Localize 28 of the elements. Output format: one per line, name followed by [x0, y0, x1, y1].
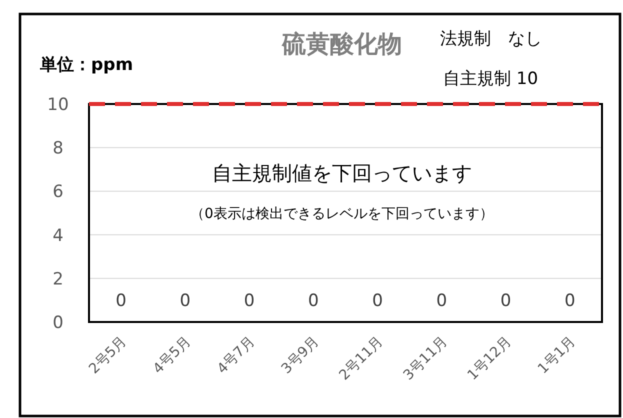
x-tick-label: 1号12月 — [464, 334, 515, 384]
chart-title: 硫黄酸化物 — [281, 30, 402, 58]
data-label: 0 — [372, 291, 383, 311]
data-label: 0 — [564, 291, 576, 311]
x-tick-label: 1号1月 — [535, 334, 579, 378]
y-tick-label: 4 — [52, 226, 64, 246]
y-tick-label: 0 — [52, 313, 64, 333]
y-tick-label: 8 — [52, 138, 64, 159]
annotation: 自主規制値を下回っています — [212, 161, 472, 185]
text: 法規制 なし — [440, 29, 542, 49]
data-label: 0 — [244, 291, 255, 311]
x-tick-label: 3号11月 — [400, 334, 451, 384]
x-tick-label: 4号5月 — [150, 334, 194, 378]
data-label: 0 — [308, 291, 319, 311]
y-axis-title: 単位：ppm — [39, 55, 134, 75]
y-tick-label: 6 — [52, 182, 64, 202]
data-label: 0 — [500, 291, 512, 311]
x-tick-label: 3号9月 — [278, 334, 322, 378]
annotation: （0表示は検出できるレベルを下回っています） — [190, 206, 494, 222]
data-label: 0 — [180, 291, 191, 311]
x-tick-label: 2号5月 — [86, 334, 130, 378]
y-tick-label: 10 — [47, 95, 69, 115]
x-tick-label: 2号11月 — [336, 334, 386, 384]
y-tick-label: 2 — [52, 269, 64, 290]
text: 自主規制 10 — [443, 69, 538, 89]
data-label: 0 — [436, 291, 448, 311]
data-label: 0 — [116, 291, 126, 311]
x-tick-label: 4号7月 — [214, 334, 258, 378]
